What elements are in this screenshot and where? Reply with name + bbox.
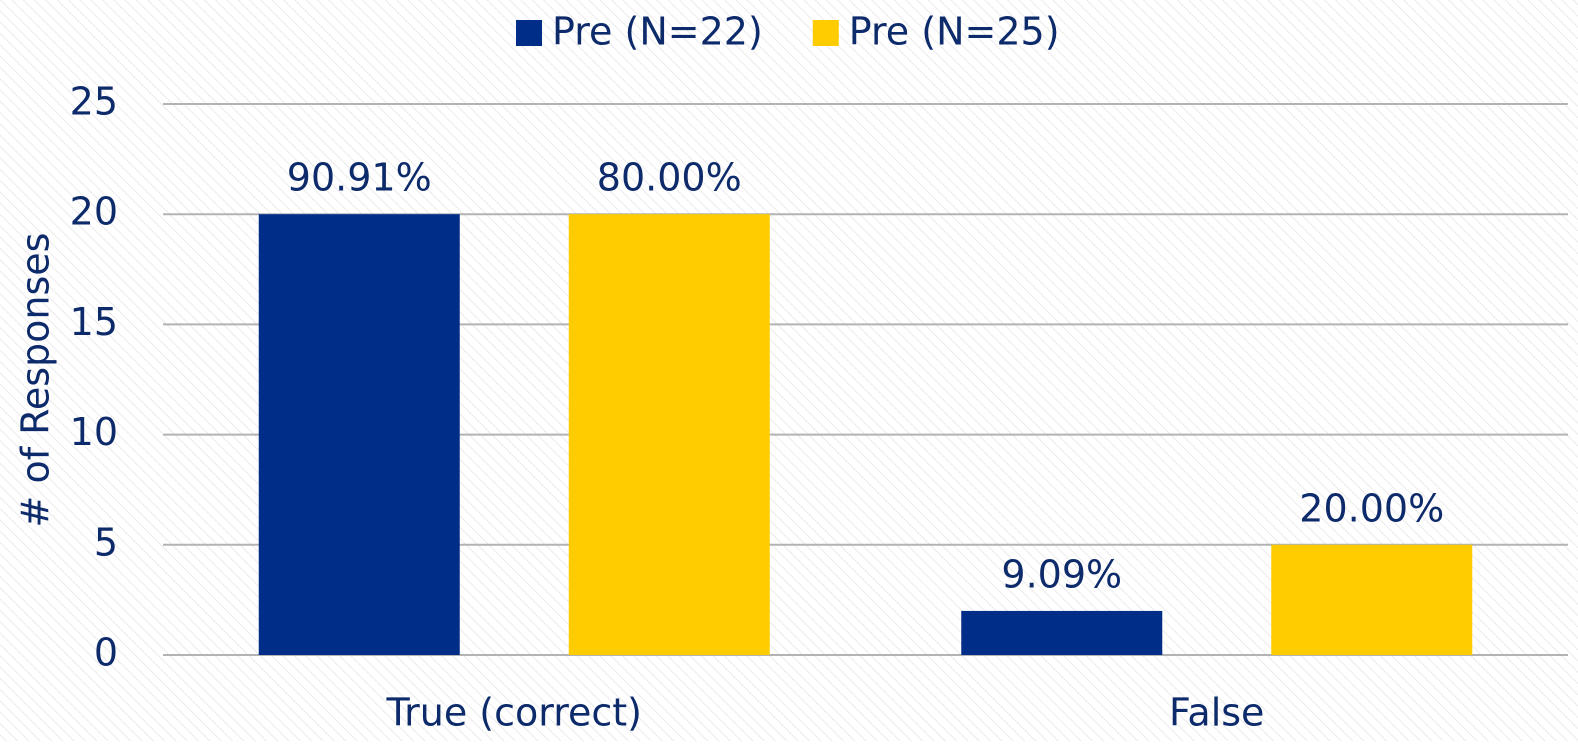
y-tick-label: 15	[70, 300, 118, 344]
y-axis-title: # of Responses	[14, 233, 58, 528]
y-tick-label: 10	[70, 410, 118, 454]
data-label: 80.00%	[597, 156, 742, 200]
y-tick-label: 25	[70, 80, 118, 124]
x-tick-label: True (correct)	[386, 691, 643, 735]
data-label: 20.00%	[1299, 486, 1444, 530]
legend-swatch	[812, 20, 839, 46]
legend-label: Pre (N=22)	[552, 10, 763, 54]
bar	[568, 214, 770, 655]
y-tick-label: 20	[70, 190, 118, 234]
x-tick-label: False	[1169, 691, 1264, 735]
legend-label: Pre (N=25)	[849, 10, 1060, 54]
data-label: 9.09%	[1001, 552, 1122, 596]
bar	[258, 214, 460, 655]
y-tick-label: 0	[94, 631, 118, 675]
y-tick-label: 5	[94, 520, 118, 564]
legend-swatch	[516, 20, 542, 46]
data-label: 90.91%	[287, 156, 432, 200]
bar	[1271, 544, 1473, 655]
bar	[961, 610, 1163, 655]
